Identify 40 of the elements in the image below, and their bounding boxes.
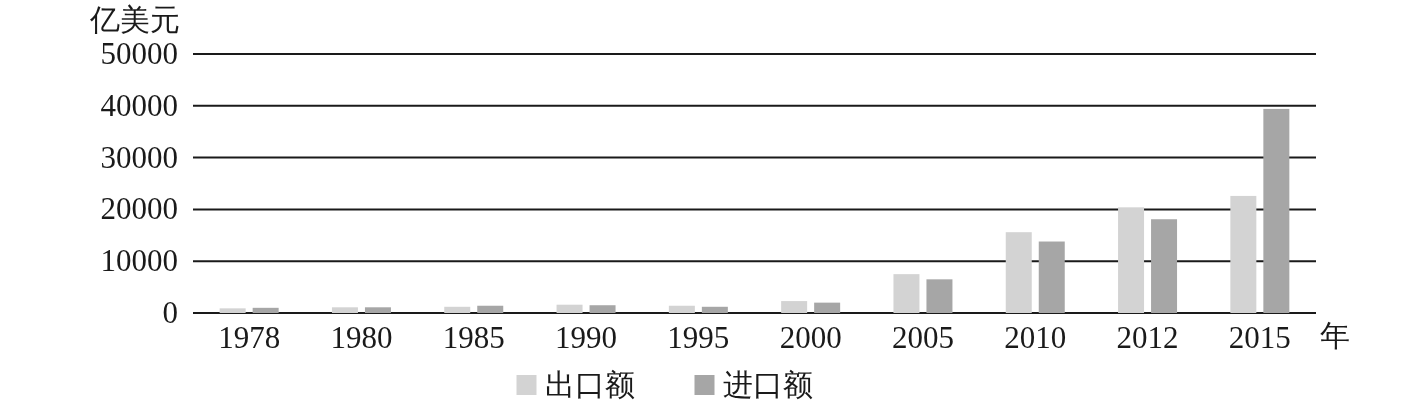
x-tick-label: 1980 [330, 320, 393, 355]
y-tick-label: 20000 [100, 191, 178, 227]
x-tick-label: 2005 [891, 320, 954, 355]
bar [477, 305, 504, 313]
x-tick-label: 2010 [1004, 320, 1067, 355]
bar [331, 307, 358, 313]
x-tick-label: 2000 [779, 320, 842, 355]
y-tick-label: 10000 [100, 243, 178, 279]
bar [814, 302, 841, 313]
bar [1151, 219, 1178, 313]
y-axis-title: 亿美元 [89, 3, 180, 36]
bar [1263, 108, 1290, 313]
bar [781, 301, 808, 313]
bar [1038, 241, 1065, 313]
bar [1118, 207, 1145, 313]
bar [893, 274, 920, 313]
x-axis-title: 年 [1320, 319, 1350, 352]
y-tick-label: 40000 [100, 87, 178, 123]
bar [219, 308, 246, 313]
x-tick-label: 2012 [1116, 320, 1179, 355]
bar [444, 306, 471, 313]
y-tick-label: 50000 [100, 36, 178, 71]
legend-label: 进口额 [722, 368, 813, 401]
x-tick-label: 1978 [218, 320, 281, 355]
bar [252, 307, 279, 313]
bar [589, 305, 616, 313]
x-tick-label: 2015 [1228, 320, 1291, 355]
x-tick-label: 1990 [555, 320, 618, 355]
bar [556, 304, 583, 313]
y-tick-label: 30000 [100, 139, 178, 175]
bar [364, 307, 391, 313]
x-tick-label: 1995 [667, 320, 730, 355]
legend-label: 出口额 [544, 368, 635, 401]
x-tick-label: 1985 [442, 320, 505, 355]
bar [1230, 195, 1257, 313]
bar [668, 305, 695, 313]
y-tick-label: 0 [162, 295, 178, 330]
bar [926, 279, 953, 313]
bar [701, 306, 728, 313]
bar [1005, 232, 1032, 313]
